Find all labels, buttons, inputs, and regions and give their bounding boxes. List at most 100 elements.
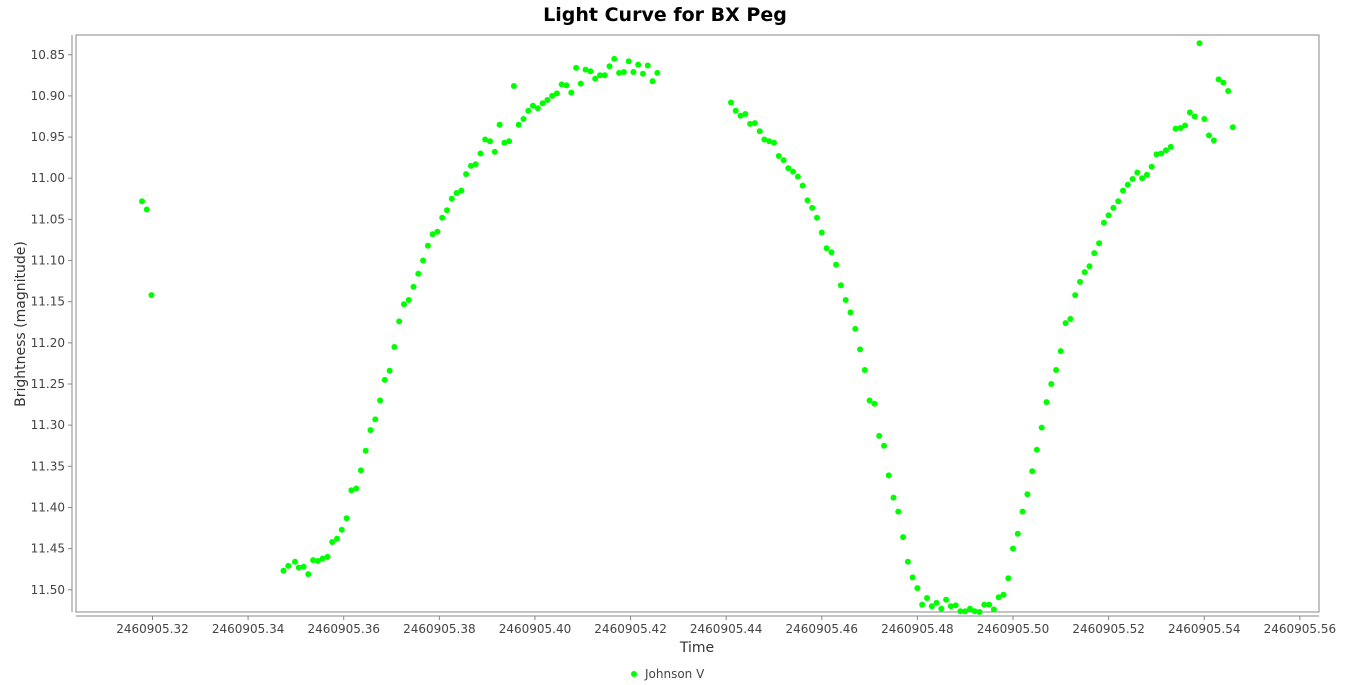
data-point	[1100, 219, 1107, 226]
data-point	[732, 107, 739, 114]
data-point	[857, 346, 863, 353]
data-point	[847, 309, 854, 316]
data-point	[338, 526, 345, 533]
data-point	[295, 564, 302, 571]
data-point	[405, 297, 412, 303]
data-point	[1033, 446, 1040, 453]
y-tick-label: 11.05	[31, 212, 65, 226]
data-point	[391, 344, 398, 350]
x-axis-ticks: 2460905.32 2460905.34 2460905.36 2460905.38…	[116, 616, 1336, 636]
data-point	[1153, 151, 1160, 158]
data-point	[616, 69, 623, 76]
data-point	[630, 69, 637, 75]
x-tick-label: 2460905.40	[499, 622, 572, 636]
data-point	[1129, 176, 1136, 182]
data-point	[890, 494, 897, 501]
data-point	[587, 68, 594, 75]
y-tick-label: 11.00	[31, 171, 65, 185]
data-point	[1120, 187, 1126, 194]
data-point	[1143, 171, 1150, 178]
data-point	[439, 214, 446, 221]
data-point	[1210, 137, 1217, 144]
x-tick-label: 2460905.50	[977, 622, 1050, 636]
data-point	[1086, 263, 1093, 270]
data-point	[1110, 204, 1117, 211]
data-point	[1005, 575, 1012, 582]
data-point	[592, 75, 599, 82]
data-point	[329, 539, 336, 545]
y-tick-label: 10.95	[31, 130, 65, 144]
data-point	[1096, 240, 1103, 247]
data-point	[1206, 132, 1212, 139]
data-point	[305, 571, 312, 578]
data-point	[818, 229, 825, 236]
data-point	[842, 297, 849, 303]
data-point	[775, 153, 782, 159]
data-point	[804, 197, 811, 204]
data-point	[1201, 116, 1208, 122]
data-point	[924, 595, 930, 601]
data-point	[434, 228, 441, 235]
data-point	[895, 508, 902, 515]
data-point	[967, 605, 973, 612]
y-tick-label: 11.50	[31, 583, 65, 597]
data-point	[785, 165, 792, 172]
data-point	[496, 121, 503, 128]
data-point	[525, 107, 532, 114]
data-point	[1124, 181, 1131, 188]
data-point	[401, 301, 407, 308]
data-point	[919, 601, 926, 608]
x-tick-label: 2460905.56	[1264, 622, 1337, 636]
data-point	[766, 138, 773, 145]
data-point	[472, 161, 479, 168]
data-point	[756, 128, 763, 135]
x-tick-label: 2460905.52	[1072, 622, 1145, 636]
y-tick-label: 10.90	[31, 89, 65, 103]
data-point	[625, 58, 632, 65]
y-axis-ticks: 10.85 10.90 10.95 11.00 11.05 11.10 11.15 11.20…	[31, 48, 72, 597]
data-point	[1105, 212, 1112, 219]
data-point	[148, 292, 155, 299]
data-point	[334, 535, 340, 542]
data-point	[410, 283, 417, 290]
data-point	[1029, 468, 1036, 475]
data-point	[790, 168, 797, 175]
data-point	[1229, 124, 1236, 131]
data-point	[343, 515, 350, 522]
x-tick-label: 2460905.48	[881, 622, 954, 636]
data-point	[771, 139, 777, 146]
data-point	[814, 214, 820, 221]
data-point	[549, 92, 556, 99]
data-point	[367, 427, 374, 434]
data-point	[837, 282, 844, 289]
data-point	[477, 150, 484, 157]
data-point	[1215, 76, 1222, 83]
data-point	[828, 249, 835, 256]
data-point	[809, 204, 816, 211]
data-point	[986, 601, 993, 608]
data-point	[1163, 147, 1169, 154]
data-point	[597, 72, 603, 79]
data-point	[544, 97, 551, 103]
data-point	[1077, 278, 1083, 285]
data-point	[900, 534, 907, 541]
data-point	[386, 367, 393, 374]
data-point	[420, 257, 427, 264]
data-point	[319, 555, 326, 562]
data-point	[429, 231, 436, 238]
x-tick-label: 2460905.42	[594, 622, 667, 636]
data-point	[139, 198, 145, 205]
y-tick-label: 11.45	[31, 542, 65, 556]
data-point	[568, 89, 575, 96]
data-point	[539, 100, 546, 107]
data-point	[644, 62, 651, 69]
data-point	[933, 599, 940, 606]
data-point	[381, 376, 388, 383]
data-point	[1172, 125, 1179, 132]
data-point	[823, 245, 830, 252]
data-point	[654, 69, 661, 76]
x-tick-label: 2460905.54	[1168, 622, 1241, 636]
data-point	[995, 594, 1002, 601]
data-point	[314, 558, 321, 564]
x-tick-label: 2460905.46	[786, 622, 859, 636]
